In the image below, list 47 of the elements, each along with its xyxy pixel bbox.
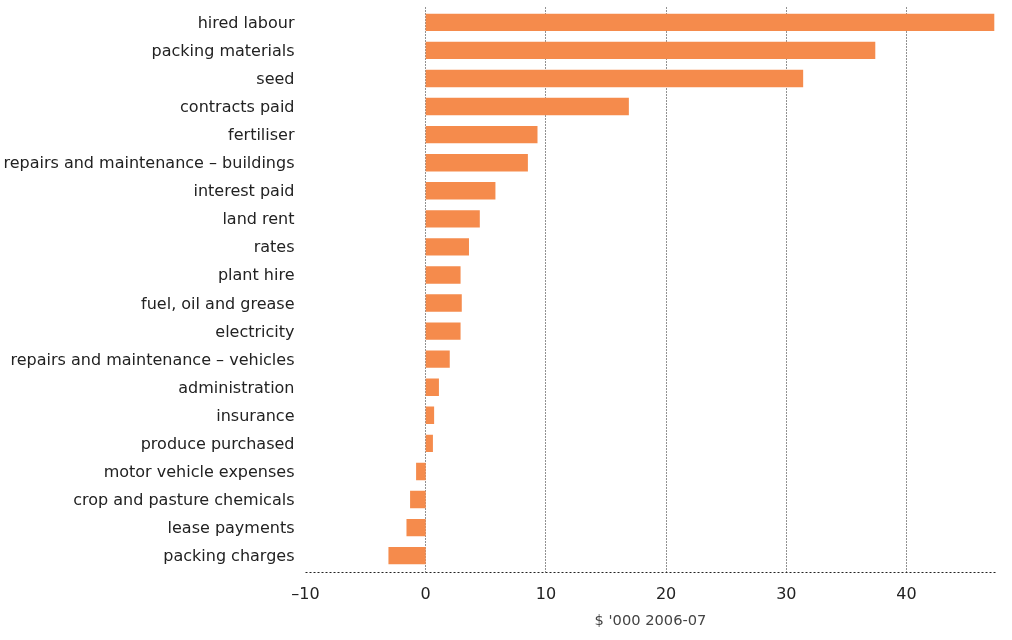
y-tick-label: contracts paid [180, 97, 295, 117]
y-tick-label: plant hire [217, 265, 295, 285]
bar [425, 125, 538, 144]
y-tick-label: repairs and maintenance – vehicles [10, 349, 295, 369]
bar [425, 266, 461, 284]
bar [410, 490, 426, 509]
x-tick-label: –10 [291, 583, 320, 603]
bar [425, 41, 876, 60]
y-tick-label: crop and pasture chemicals [73, 490, 295, 510]
y-tick-label: lease payments [167, 518, 295, 538]
x-tick-label: 0 [420, 583, 431, 603]
bar [425, 406, 435, 425]
bar [425, 238, 469, 256]
x-tick-label: 10 [535, 583, 557, 603]
bar [425, 69, 804, 88]
y-tick-label: insurance [216, 405, 295, 425]
bar [425, 378, 439, 396]
x-tick-label: 20 [655, 583, 677, 603]
bar [425, 210, 480, 228]
y-tick-label: electricity [215, 321, 295, 341]
bar [425, 434, 433, 453]
y-tick-label: land rent [222, 209, 295, 229]
y-tick-label: seed [256, 68, 295, 88]
bar [425, 294, 462, 312]
x-tick-label: 30 [776, 583, 797, 603]
y-tick-label: repairs and maintenance – buildings [3, 153, 295, 173]
y-tick-label: interest paid [193, 181, 295, 201]
x-axis-title: $ '000 2006-07 [594, 610, 707, 628]
bar [425, 153, 528, 172]
y-tick-label: fuel, oil and grease [141, 293, 295, 313]
y-tick-label: motor vehicle expenses [103, 461, 295, 481]
y-tick-label: hired labour [197, 12, 295, 32]
bar [425, 97, 629, 116]
y-tick-label: packing charges [163, 546, 295, 566]
y-tick-label: rates [253, 237, 295, 257]
x-tick-label: 40 [896, 583, 917, 603]
y-tick-label: administration [178, 377, 295, 397]
bar [425, 13, 995, 32]
y-tick-label: packing materials [151, 40, 295, 60]
bar [425, 350, 450, 368]
bar [388, 546, 426, 565]
y-tick-label: fertiliser [228, 125, 295, 145]
y-tick-label: produce purchased [140, 433, 295, 453]
bar [425, 182, 496, 200]
bar [406, 518, 426, 537]
bar [416, 462, 426, 481]
bar [425, 322, 461, 340]
